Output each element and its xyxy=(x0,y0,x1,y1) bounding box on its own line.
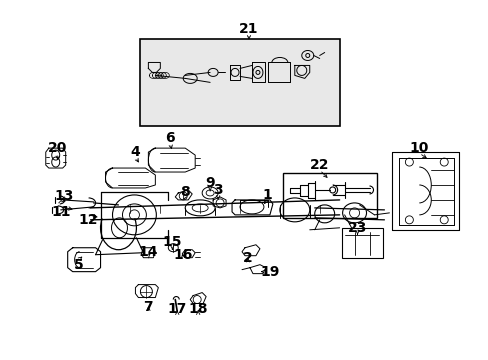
Text: 18: 18 xyxy=(188,302,207,316)
Text: 5: 5 xyxy=(74,258,83,272)
Text: 17: 17 xyxy=(167,302,186,316)
Text: 16: 16 xyxy=(173,248,193,262)
Text: 2: 2 xyxy=(243,251,252,265)
Text: 6: 6 xyxy=(165,131,175,145)
Text: 11: 11 xyxy=(51,205,70,219)
Text: 22: 22 xyxy=(309,158,329,172)
Text: 3: 3 xyxy=(213,183,223,197)
Text: 10: 10 xyxy=(409,141,428,155)
Text: 7: 7 xyxy=(143,300,153,314)
Text: 20: 20 xyxy=(48,141,67,155)
Text: 1: 1 xyxy=(262,188,271,202)
Bar xyxy=(140,39,339,126)
Text: 13: 13 xyxy=(54,189,73,203)
Text: 14: 14 xyxy=(138,245,158,259)
Text: 21: 21 xyxy=(239,22,258,36)
Bar xyxy=(341,228,383,258)
Text: 15: 15 xyxy=(162,235,182,249)
Text: 9: 9 xyxy=(205,176,215,190)
Bar xyxy=(282,173,377,218)
Text: 8: 8 xyxy=(180,185,190,199)
Text: 12: 12 xyxy=(79,213,98,227)
Text: 4: 4 xyxy=(130,145,140,159)
Text: 23: 23 xyxy=(347,221,366,235)
Text: 19: 19 xyxy=(260,265,279,279)
